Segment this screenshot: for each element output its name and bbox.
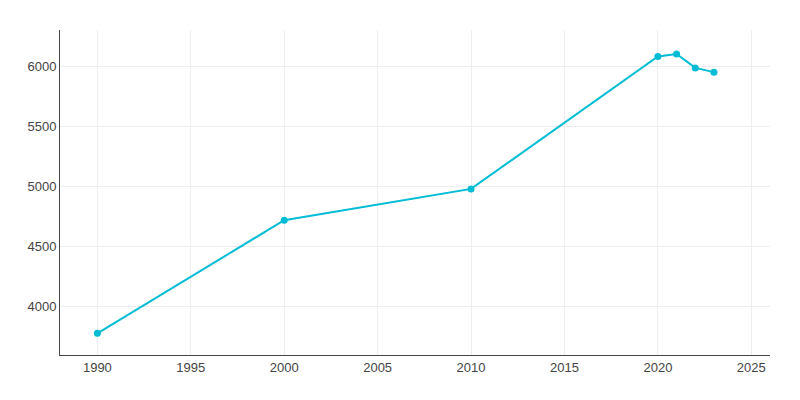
svg-text:2000: 2000 bbox=[270, 360, 299, 375]
svg-text:2010: 2010 bbox=[457, 360, 486, 375]
svg-text:1990: 1990 bbox=[83, 360, 112, 375]
svg-text:4000: 4000 bbox=[27, 299, 56, 314]
svg-text:5000: 5000 bbox=[27, 179, 56, 194]
svg-text:1995: 1995 bbox=[176, 360, 205, 375]
svg-text:5500: 5500 bbox=[27, 119, 56, 134]
svg-text:4500: 4500 bbox=[27, 239, 56, 254]
svg-text:2020: 2020 bbox=[643, 360, 672, 375]
svg-text:6000: 6000 bbox=[27, 59, 56, 74]
svg-text:2005: 2005 bbox=[363, 360, 392, 375]
svg-text:2015: 2015 bbox=[550, 360, 579, 375]
svg-text:2025: 2025 bbox=[737, 360, 766, 375]
